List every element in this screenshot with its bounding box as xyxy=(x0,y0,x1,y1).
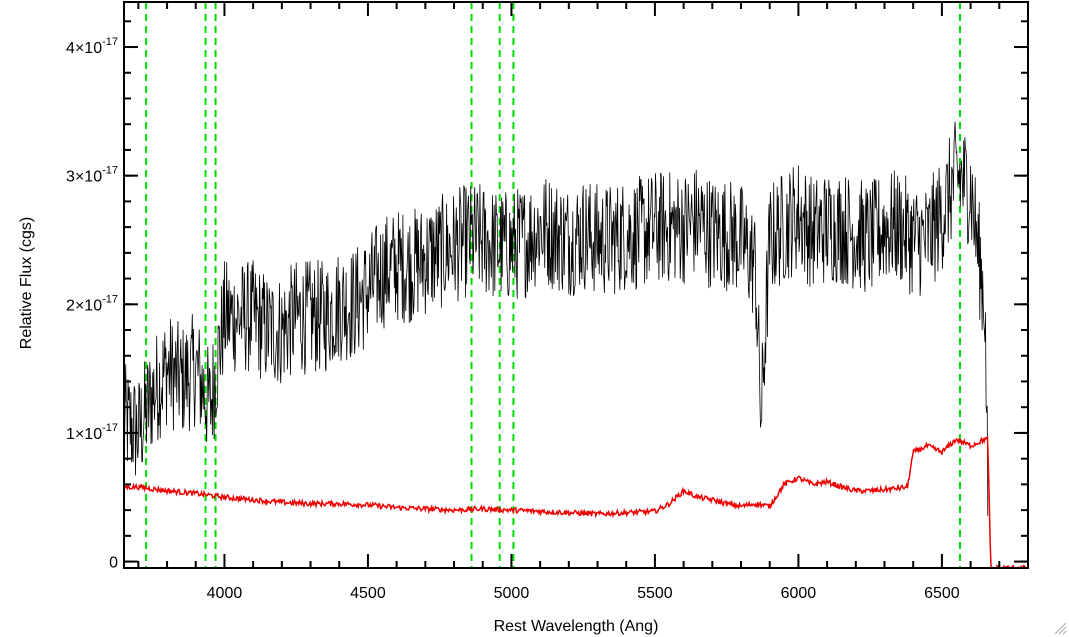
plot-area xyxy=(124,2,1028,568)
x-tick-label: 5000 xyxy=(494,585,530,602)
x-tick-label: 6500 xyxy=(924,585,960,602)
x-axis-title: Rest Wavelength (Ang) xyxy=(494,618,659,635)
y-tick-label: 1×10-17 xyxy=(66,422,118,443)
series-line-0 xyxy=(124,121,989,516)
series-line-1 xyxy=(124,436,1028,568)
x-tick-label: 4000 xyxy=(207,585,243,602)
y-tick-label: 4×10-17 xyxy=(66,36,118,57)
plot-frame xyxy=(123,1,1029,569)
y-axis-title: Relative Flux (cgs) xyxy=(18,217,35,349)
axes: 4000 4500 5000 5500 6000 6500 0 1×10-17 2×10-17 3… xyxy=(66,1,1029,602)
y-tick-label: 2×10-17 xyxy=(66,293,118,314)
resize-grip-icon[interactable] xyxy=(1053,621,1067,635)
y-tick-label: 3×10-17 xyxy=(66,165,118,186)
x-tick-label: 5500 xyxy=(637,585,673,602)
y-tick-label: 0 xyxy=(109,555,118,572)
x-tick-label: 4500 xyxy=(350,585,386,602)
x-tick-label: 6000 xyxy=(781,585,817,602)
